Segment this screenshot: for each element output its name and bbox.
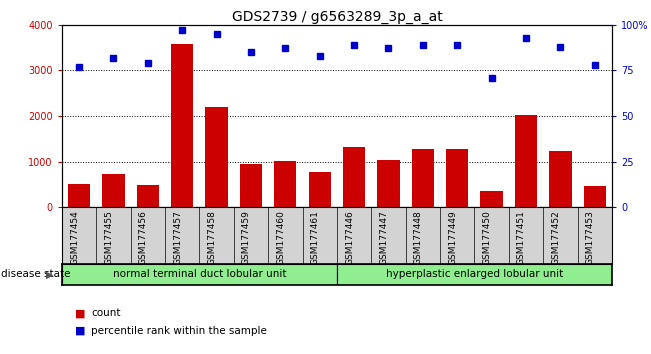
- Bar: [62, 264, 337, 285]
- Text: percentile rank within the sample: percentile rank within the sample: [91, 326, 267, 336]
- Text: count: count: [91, 308, 120, 318]
- Text: GSM177456: GSM177456: [139, 210, 148, 265]
- Bar: [515, 115, 537, 207]
- Text: ▶: ▶: [46, 269, 53, 279]
- Text: GSM177447: GSM177447: [380, 210, 389, 265]
- Text: GSM177455: GSM177455: [104, 210, 113, 265]
- Title: GDS2739 / g6563289_3p_a_at: GDS2739 / g6563289_3p_a_at: [232, 10, 442, 24]
- Text: GSM177457: GSM177457: [173, 210, 182, 265]
- Bar: [205, 107, 228, 207]
- Bar: [274, 161, 296, 207]
- Text: GSM177458: GSM177458: [208, 210, 217, 265]
- Text: GSM177448: GSM177448: [414, 210, 423, 265]
- Text: GSM177453: GSM177453: [586, 210, 595, 265]
- Bar: [240, 164, 262, 207]
- Bar: [102, 174, 124, 207]
- Text: GSM177454: GSM177454: [70, 210, 79, 265]
- Text: hyperplastic enlarged lobular unit: hyperplastic enlarged lobular unit: [386, 269, 563, 279]
- Bar: [337, 264, 612, 285]
- Bar: [549, 151, 572, 207]
- Bar: [446, 149, 469, 207]
- Text: normal terminal duct lobular unit: normal terminal duct lobular unit: [113, 269, 286, 279]
- Bar: [583, 186, 606, 207]
- Bar: [137, 185, 159, 207]
- Bar: [68, 184, 90, 207]
- Text: GSM177460: GSM177460: [276, 210, 285, 265]
- Text: disease state: disease state: [1, 269, 71, 279]
- Bar: [309, 172, 331, 207]
- Text: ■: ■: [75, 326, 85, 336]
- Text: ■: ■: [75, 308, 85, 318]
- Text: GSM177452: GSM177452: [551, 210, 561, 265]
- Text: GSM177449: GSM177449: [449, 210, 457, 265]
- Text: GSM177451: GSM177451: [517, 210, 526, 265]
- Bar: [480, 191, 503, 207]
- Bar: [378, 160, 400, 207]
- Text: GSM177446: GSM177446: [345, 210, 354, 265]
- Text: GSM177450: GSM177450: [482, 210, 492, 265]
- Bar: [343, 147, 365, 207]
- Text: GSM177461: GSM177461: [311, 210, 320, 265]
- Bar: [411, 149, 434, 207]
- Bar: [171, 44, 193, 207]
- Text: GSM177459: GSM177459: [242, 210, 251, 265]
